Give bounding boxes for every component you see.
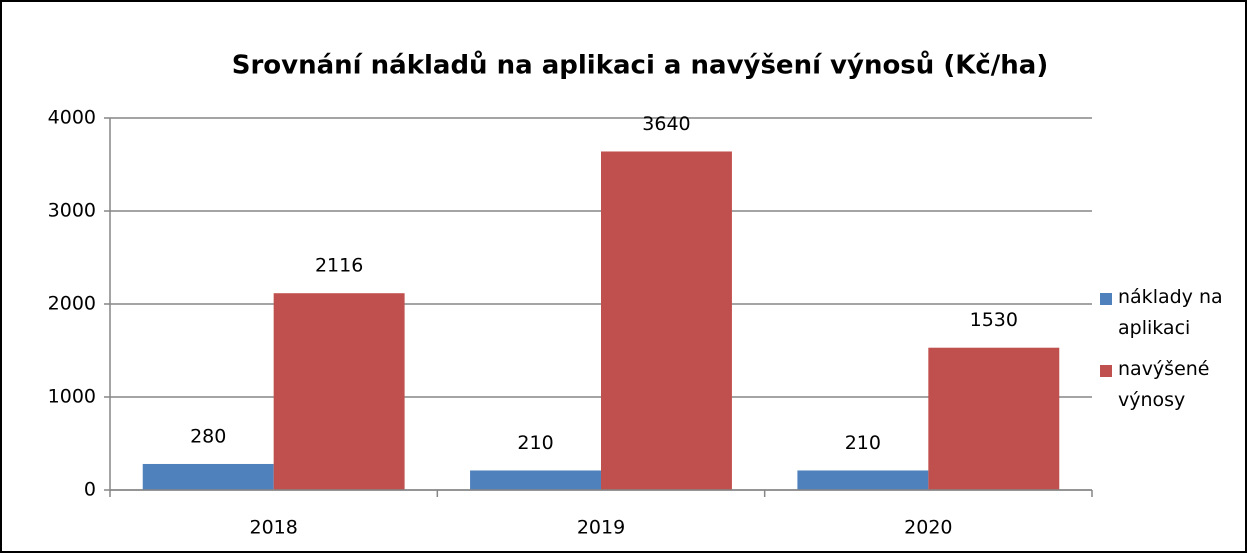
x-tick-label: 2020 [904, 517, 952, 539]
legend-swatch [1100, 293, 1112, 305]
data-label: 210 [845, 432, 881, 454]
legend-swatch [1100, 365, 1112, 377]
data-label: 210 [517, 432, 553, 454]
y-tick-label: 3000 [48, 200, 96, 222]
x-tick-label: 2019 [577, 517, 625, 539]
y-tick-label: 2000 [48, 293, 96, 315]
bar [470, 470, 601, 490]
data-label: 280 [190, 425, 226, 447]
y-tick-label: 0 [84, 479, 96, 501]
data-label: 1530 [970, 309, 1018, 331]
data-label: 2116 [315, 255, 363, 277]
x-tick-label: 2018 [249, 517, 297, 539]
legend-item: náklady na aplikaci [1100, 282, 1240, 344]
bar [797, 470, 929, 490]
legend: náklady na aplikaci navýšené výnosy [1100, 282, 1240, 426]
bar [273, 293, 405, 490]
bar [928, 347, 1060, 490]
legend-label: navýšené výnosy [1118, 358, 1210, 411]
legend-item: navýšené výnosy [1100, 354, 1240, 416]
chart-title: Srovnání nákladů na aplikaci a navýšení … [232, 50, 1048, 81]
legend-label: náklady na aplikaci [1118, 286, 1223, 339]
bar [601, 151, 732, 491]
bar [142, 463, 274, 490]
y-tick-label: 4000 [48, 107, 96, 129]
y-tick-label: 1000 [48, 386, 96, 408]
data-label: 3640 [642, 113, 690, 135]
